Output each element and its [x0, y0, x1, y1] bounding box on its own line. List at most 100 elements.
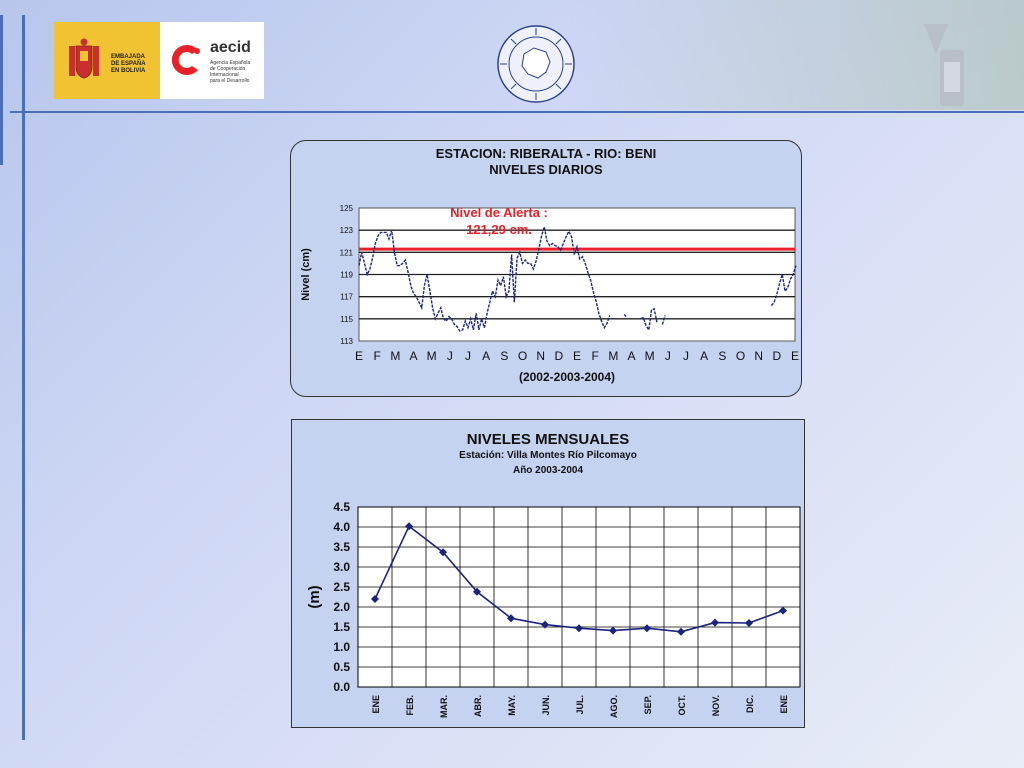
chart1-subtitle: NIVELES DIARIOS — [489, 162, 603, 177]
chart1-y-tick-label: 119 — [340, 271, 353, 280]
chart1-y-tick-label: 123 — [340, 226, 354, 235]
embassy-line-3: EN BOLIVIA — [111, 68, 146, 74]
chart2-data-point — [473, 587, 481, 596]
chart2-data-point — [575, 624, 583, 633]
chart1-x-tick-label: M — [427, 349, 437, 363]
chart1-title: ESTACION: RIBERALTA - RIO: BENI — [435, 146, 657, 161]
monthly-levels-chart: 0.0 0.5 1.0 1.5 2.0 2.5 3.0 3.5 4.0 4.5 ENE FEB. MAR… — [306, 500, 801, 718]
chart2-x-tick-label: FEB. — [405, 695, 415, 716]
chart2-x-tick-label: OCT. — [677, 695, 687, 716]
chart2-data-point — [677, 627, 685, 636]
chart1-x-tick-label: J — [447, 349, 453, 363]
chart1-y-axis-label: Nivel (cm) — [300, 248, 312, 301]
chart2-data-point — [541, 620, 549, 629]
chart2-y-tick-label: 1.5 — [333, 620, 350, 634]
chart1-y-tick-label: 125 — [340, 204, 354, 213]
aecid-sub-line-1: Agencia Española — [210, 60, 251, 66]
chart1-y-tick-label: 117 — [340, 293, 353, 302]
aecid-name: aecid — [210, 39, 251, 56]
chart1-x-tick-label: F — [373, 349, 380, 363]
chart1-x-tick-label: A — [409, 349, 417, 363]
chart2-x-tick-label: JUN. — [541, 695, 551, 716]
aecid-sub-line-2: de Cooperación — [210, 66, 246, 72]
aecid-sub-line-4: para el Desarrollo — [210, 78, 250, 84]
chart1-x-tick-label: E — [791, 349, 799, 363]
embassy-logo: EMBAJADA DE ESPAÑA EN BOLIVIA — [54, 22, 160, 99]
chart1-series-line — [640, 307, 658, 332]
chart1-x-tick-label: M — [608, 349, 618, 363]
chart2-subtitle-station: Estación: Villa Montes Río Pilcomayo — [459, 450, 637, 461]
decorative-device-icon — [924, 24, 964, 106]
chart2-y-tick-label: 0.0 — [333, 680, 350, 694]
chart2-data-point — [609, 626, 617, 635]
chart1-x-tick-label: J — [465, 349, 471, 363]
chart1-x-tick-label: S — [500, 349, 508, 363]
left-accent-line — [22, 15, 25, 740]
chart2-y-axis-label: (m) — [306, 585, 323, 608]
chart2-data-point — [745, 619, 753, 627]
chart1-x-tick-label: D — [554, 349, 563, 363]
chart2-y-tick-label: 3.5 — [333, 540, 350, 554]
chart2-y-tick-label: 2.0 — [333, 600, 350, 614]
chart1-x-tick-label: J — [683, 349, 689, 363]
senamhi-seal-icon — [497, 25, 575, 103]
chart2-title: NIVELES MENSUALES — [466, 431, 630, 448]
chart1-series-line — [623, 313, 627, 318]
daily-levels-panel: ESTACION: RIBERALTA - RIO: BENI NIVELES … — [290, 140, 802, 397]
chart1-series-line — [661, 315, 666, 325]
chart2-y-tick-label: 0.5 — [333, 660, 350, 674]
chart2-x-tick-label: ABR. — [473, 695, 483, 717]
chart1-x-tick-label: N — [536, 349, 545, 363]
chart1-x-tick-label: A — [700, 349, 708, 363]
chart1-x-tick-label: E — [355, 349, 363, 363]
chart1-y-tick-label: 113 — [340, 337, 353, 346]
chart1-x-tick-label: S — [718, 349, 726, 363]
chart2-x-tick-label: DIC. — [745, 695, 755, 713]
chart2-x-tick-label: ENE — [371, 695, 381, 714]
chart2-y-tick-label: 2.5 — [333, 580, 350, 594]
coat-of-arms-icon — [69, 38, 99, 79]
chart2-data-point — [507, 614, 515, 623]
chart2-x-tick-label: MAY. — [507, 695, 517, 716]
chart1-x-tick-label: O — [736, 349, 745, 363]
chart2-x-tick-label: NOV. — [711, 695, 721, 716]
chart1-x-tick-label: A — [482, 349, 490, 363]
chart2-y-tick-label: 4.0 — [333, 520, 350, 534]
monthly-levels-panel: NIVELES MENSUALES Estación: Villa Montes… — [291, 419, 805, 728]
chart2-y-tick-label: 4.5 — [333, 500, 350, 514]
embassy-line-2: DE ESPAÑA — [111, 61, 146, 67]
chart2-data-point — [439, 548, 447, 557]
chart2-data-point — [371, 595, 379, 603]
chart1-x-tick-label: D — [772, 349, 781, 363]
chart1-series-line — [358, 226, 611, 332]
chart1-x-tick-label: E — [573, 349, 581, 363]
embassy-text: EMBAJADA DE ESPAÑA EN BOLIVIA — [111, 54, 146, 75]
chart1-x-tick-label: M — [390, 349, 400, 363]
chart2-y-tick-label: 3.0 — [333, 560, 350, 574]
chart1-x-tick-label: A — [627, 349, 635, 363]
chart2-x-tick-label: JUL. — [575, 695, 585, 715]
alert-level-value: 121,29 cm. — [466, 222, 532, 237]
chart1-x-tick-label: O — [518, 349, 527, 363]
aecid-c-icon — [171, 45, 200, 75]
chart1-y-tick-label: 121 — [340, 248, 354, 257]
chart2-data-point — [643, 624, 651, 633]
header-divider — [10, 111, 1024, 113]
chart2-data-point — [779, 606, 787, 615]
chart1-x-tick-label: N — [754, 349, 763, 363]
sponsor-logos: EMBAJADA DE ESPAÑA EN BOLIVIA aecid Agen… — [54, 22, 264, 99]
chart2-x-tick-label: MAR. — [439, 695, 449, 718]
chart2-x-tick-label: SEP. — [643, 695, 653, 714]
chart2-plot-area — [357, 506, 801, 688]
chart2-x-tick-label: AGO. — [609, 695, 619, 718]
chart1-x-tick-label: M — [645, 349, 655, 363]
chart2-data-point — [711, 618, 719, 627]
aecid-sub-line-3: Internacional — [210, 72, 239, 78]
chart1-x-tick-label: J — [665, 349, 671, 363]
chart1-y-tick-label: 115 — [340, 315, 353, 324]
aecid-subtitle: Agencia Española de Cooperación Internac… — [210, 60, 250, 84]
chart1-x-tick-label: F — [591, 349, 598, 363]
left-accent-line-outer — [0, 15, 3, 165]
chart2-y-tick-label: 1.0 — [333, 640, 350, 654]
